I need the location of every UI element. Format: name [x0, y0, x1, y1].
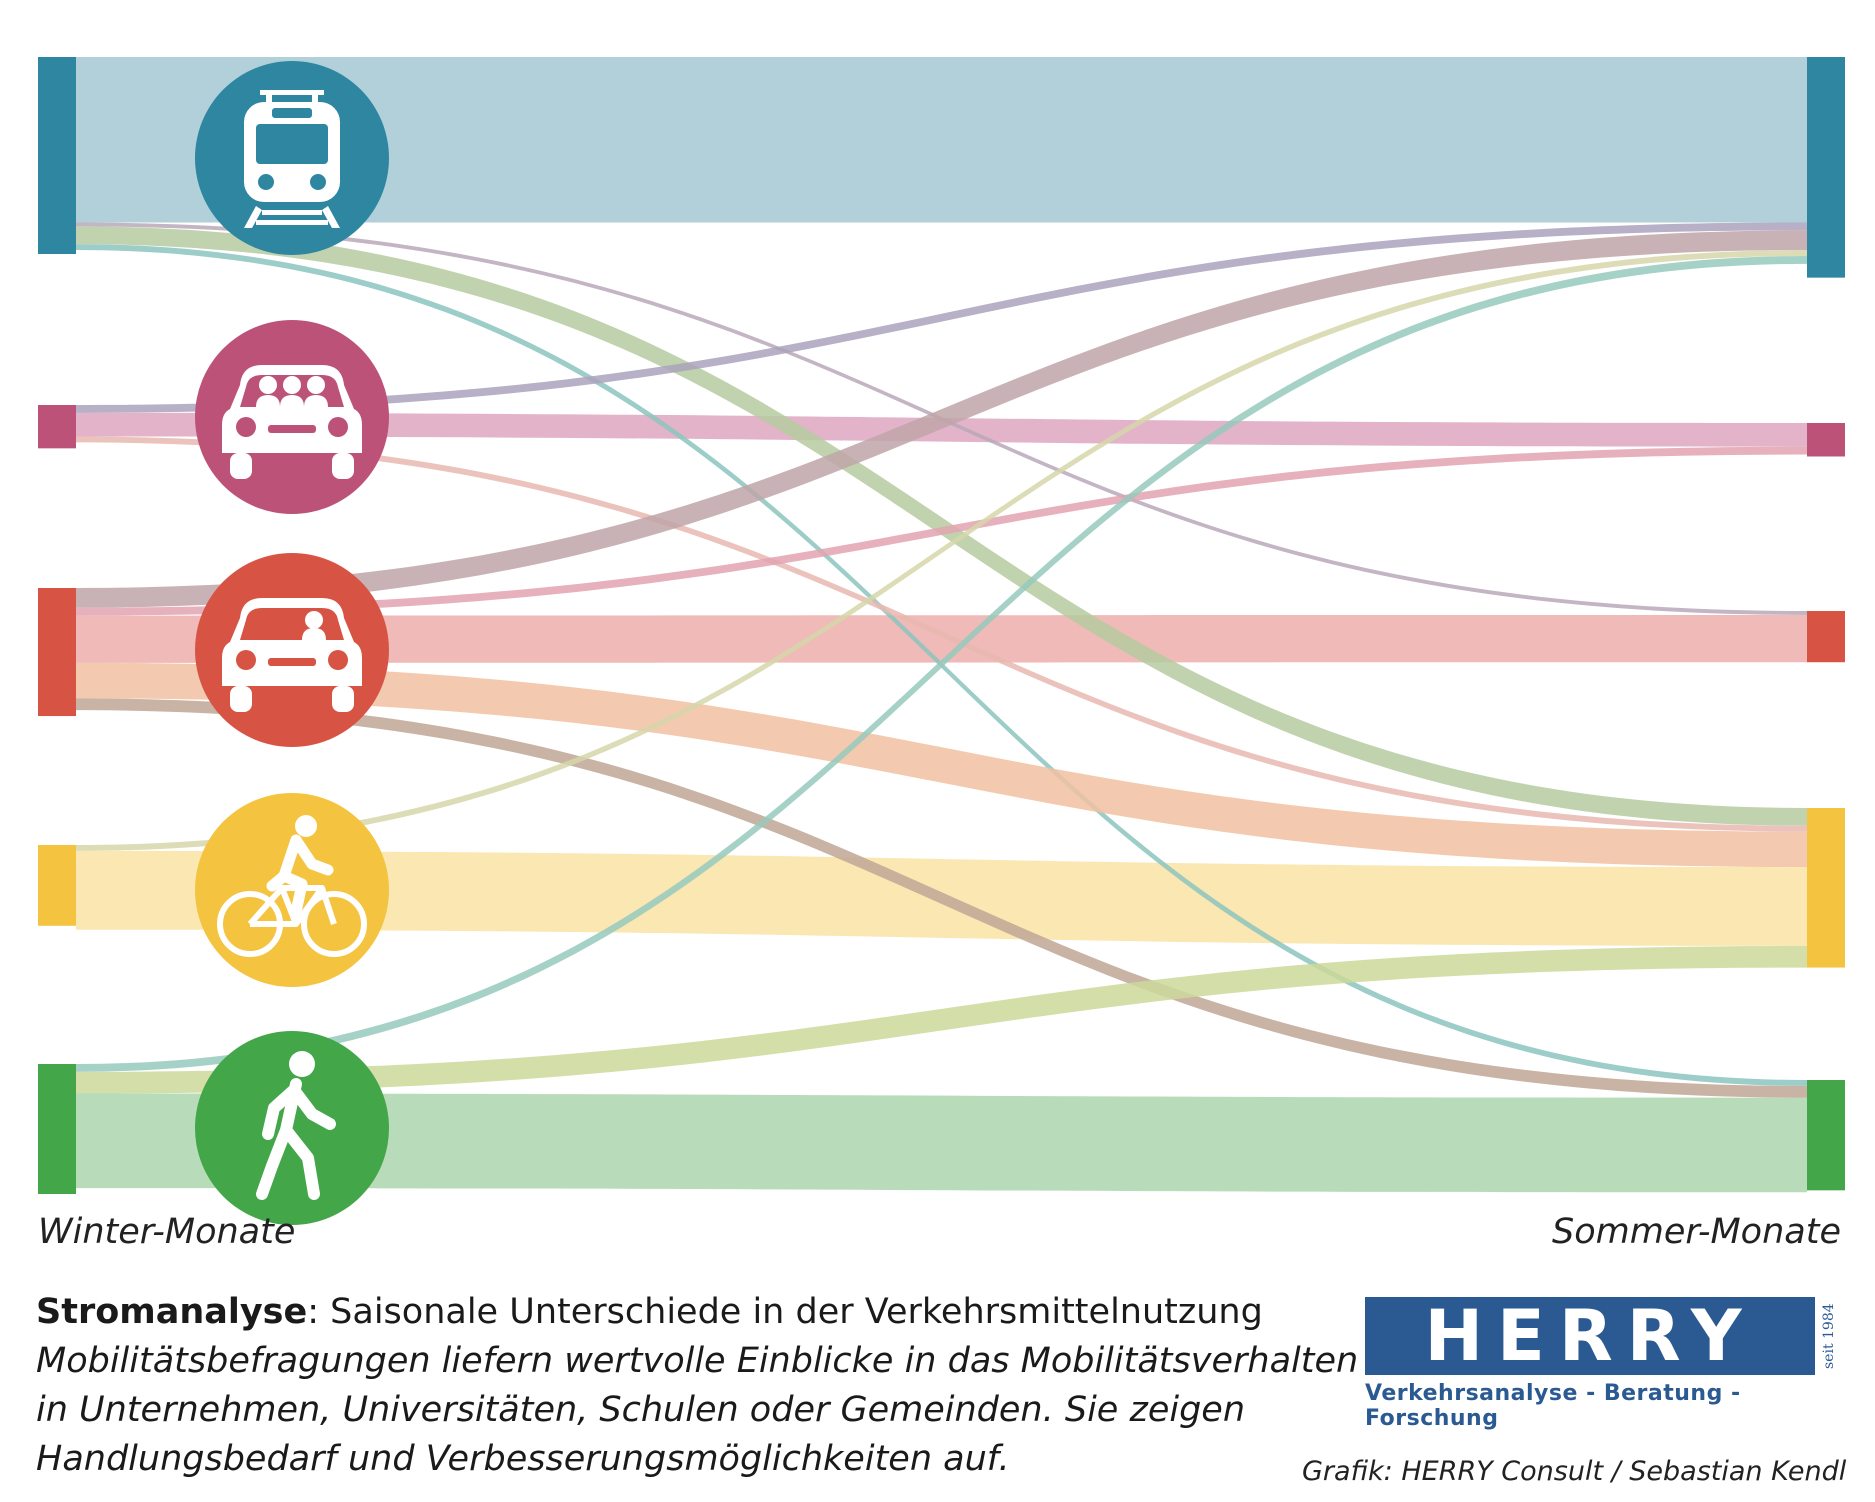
summer-bar-zu-fuss: [1807, 1080, 1845, 1191]
caption-title-rest: : Saisonale Unterschiede in der Verkehrs…: [307, 1292, 1263, 1332]
caption-title-bold: Stromanalyse: [36, 1292, 308, 1332]
logo-since: seit 1984: [1821, 1303, 1837, 1369]
logo-wordmark: HERRY: [1424, 1295, 1756, 1377]
flow-fahrgemeinschaft-to-bahn: [76, 222, 1807, 413]
summer-bar-auto: [1807, 611, 1845, 663]
flow-auto-to-bahn: [76, 230, 1807, 608]
winter-bar-fahrgemeinschaft: [38, 405, 76, 449]
summer-bar-fahrrad: [1807, 808, 1845, 968]
flow-bahn-to-fahrrad: [76, 226, 1807, 826]
summer-bar-bahn: [1807, 57, 1845, 278]
winter-bar-fahrrad: [38, 845, 76, 926]
graphic-credit: Grafik: HERRY Consult / Sebastian Kendl: [1302, 1456, 1847, 1487]
flow-zu-fuss-to-zu-fuss: [76, 1093, 1807, 1193]
flow-auto-to-zu-fuss: [76, 698, 1807, 1098]
flow-fahrgemeinschaft-to-fahrgemeinschaft: [76, 412, 1807, 447]
flow-auto-to-fahrgemeinschaft: [76, 446, 1807, 616]
winter-bar-bahn: [38, 57, 76, 254]
nodes-layer: [38, 57, 1845, 1195]
logo-tagline: Verkehrsanalyse - Beratung - Forschung: [1365, 1381, 1741, 1431]
caption-line-1: Mobilitätsbefragungen liefern wertvolle …: [36, 1341, 1359, 1381]
flow-auto-to-auto: [76, 614, 1807, 663]
caption-title: Stromanalyse: Saisonale Unterschiede in …: [36, 1288, 1336, 1337]
flow-zu-fuss-to-bahn: [76, 255, 1807, 1072]
caption-line-3: Handlungsbedarf und Verbesserungsmöglich…: [36, 1439, 1010, 1479]
flow-fahrgemeinschaft-to-fahrrad: [76, 436, 1807, 832]
herry-logo: HERRY seit 1984 Verkehrsanalyse - Beratu…: [1365, 1297, 1845, 1431]
fahrgemeinschaft-icon-glyph: [222, 365, 362, 479]
flow-zu-fuss-to-fahrrad: [76, 945, 1807, 1094]
flow-bahn-to-bahn: [76, 57, 1807, 223]
car-driver-icon: [195, 553, 389, 747]
flow-fahrrad-to-bahn: [76, 250, 1807, 851]
winter-bar-zu-fuss: [38, 1064, 76, 1195]
winter-axis-label: Winter-Monate: [38, 1212, 296, 1252]
caption-line-2: in Unternehmen, Universitäten, Schulen o…: [36, 1390, 1246, 1430]
carpool-car-icon: [195, 320, 389, 514]
icons-layer: [195, 61, 389, 1225]
bahn-icon-glyph: [244, 90, 340, 228]
pedestrian-icon: [195, 1031, 389, 1225]
logo-box: HERRY seit 1984: [1365, 1295, 1837, 1377]
flow-auto-to-fahrrad: [76, 662, 1807, 868]
auto-icon-glyph: [222, 598, 362, 712]
train-icon: [195, 61, 389, 255]
caption: Stromanalyse: Saisonale Unterschiede in …: [36, 1288, 1359, 1484]
fahrrad-icon-glyph: [217, 815, 367, 957]
summer-axis-label: Sommer-Monate: [1552, 1212, 1841, 1252]
summer-bar-fahrgemeinschaft: [1807, 423, 1845, 457]
zu-fuss-icon-glyph: [256, 1051, 336, 1200]
flows-layer: [76, 57, 1807, 1193]
winter-bar-auto: [38, 588, 76, 717]
bicycle-icon: [195, 793, 389, 987]
